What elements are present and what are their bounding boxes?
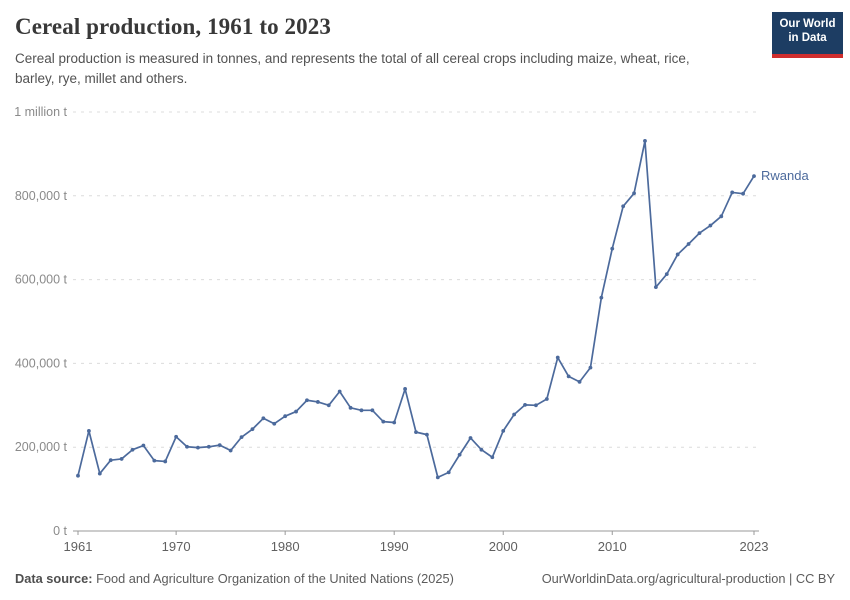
data-point — [228, 448, 233, 453]
data-source-label: Data source: — [15, 571, 93, 586]
data-point — [239, 435, 244, 440]
data-point — [719, 214, 724, 219]
x-axis-tick-label: 2000 — [489, 539, 518, 554]
data-point — [697, 231, 702, 235]
data-point — [534, 403, 538, 408]
owid-logo-line1: Our World — [779, 18, 836, 30]
data-point — [305, 398, 309, 403]
data-point — [272, 421, 277, 426]
data-point — [741, 191, 745, 196]
data-point — [141, 443, 146, 448]
data-point — [686, 242, 691, 246]
data-point — [512, 412, 517, 417]
data-point — [326, 403, 331, 408]
data-point — [523, 402, 527, 407]
data-point — [632, 191, 636, 196]
owid-logo-red-bar — [772, 54, 843, 58]
data-point — [664, 272, 669, 277]
data-point — [337, 389, 342, 394]
data-point — [675, 252, 680, 257]
data-source-text: Food and Agriculture Organization of the… — [92, 571, 454, 586]
page-title: Cereal production, 1961 to 2023 — [15, 14, 331, 39]
data-point — [446, 470, 451, 475]
data-point — [108, 458, 113, 463]
data-point — [588, 365, 593, 370]
y-axis-tick-label: 1 million t — [14, 105, 67, 119]
data-point — [414, 430, 418, 435]
data-point — [643, 139, 647, 143]
chart-header: Cereal production, 1961 to 2023 Cereal p… — [15, 14, 765, 90]
data-point — [610, 246, 615, 251]
data-point — [174, 434, 179, 439]
data-point — [97, 471, 102, 476]
data-point — [730, 190, 735, 195]
data-point — [599, 295, 604, 300]
data-source-note: Data source: Food and Agriculture Organi… — [15, 571, 454, 586]
data-point — [479, 447, 484, 452]
data-point — [566, 374, 571, 379]
x-axis-tick-label: 2023 — [740, 539, 769, 554]
data-point — [185, 444, 189, 449]
data-point — [457, 452, 462, 457]
data-point — [468, 436, 473, 440]
data-point — [708, 223, 713, 228]
data-point — [87, 428, 91, 433]
x-axis-tick-label: 1961 — [64, 539, 93, 554]
data-point — [217, 443, 222, 448]
y-axis-tick-label: 600,000 t — [15, 273, 68, 287]
data-point — [283, 414, 288, 419]
data-point — [381, 419, 386, 424]
chart-footer: Data source: Food and Agriculture Organi… — [15, 571, 835, 586]
data-point — [425, 432, 429, 437]
y-axis-tick-label: 200,000 t — [15, 440, 68, 454]
data-point — [348, 405, 353, 410]
x-axis-tick-label: 1980 — [271, 539, 300, 554]
data-point — [555, 355, 560, 360]
data-point — [76, 473, 80, 478]
data-point — [370, 408, 375, 413]
series-end-label: Rwanda — [761, 168, 809, 183]
chart-subtitle: Cereal production is measured in tonnes,… — [15, 51, 690, 87]
data-point — [621, 204, 626, 209]
data-point — [490, 455, 495, 460]
data-point — [261, 416, 266, 421]
x-axis-tick-label: 1970 — [162, 539, 191, 554]
x-axis-tick-label: 1990 — [380, 539, 409, 554]
data-point — [152, 458, 157, 463]
y-axis-tick-label: 400,000 t — [15, 356, 68, 370]
data-point — [577, 379, 582, 384]
data-point — [544, 397, 549, 401]
data-point — [752, 174, 756, 179]
data-point — [196, 445, 200, 450]
data-point — [119, 457, 124, 461]
y-axis-tick-label: 0 t — [53, 524, 67, 538]
data-point — [403, 387, 407, 391]
owid-logo[interactable]: Our World in Data — [772, 12, 843, 58]
data-point — [501, 428, 506, 433]
data-point — [435, 475, 440, 480]
data-point — [250, 427, 255, 432]
series-line — [77, 140, 755, 479]
y-axis-tick-label: 800,000 t — [15, 189, 68, 203]
data-point — [294, 409, 298, 414]
data-point — [130, 447, 135, 452]
data-point — [359, 408, 364, 413]
owid-logo-line2: in Data — [788, 32, 827, 44]
data-point — [315, 400, 320, 404]
data-point — [392, 420, 397, 425]
x-axis-tick-label: 2010 — [598, 539, 627, 554]
owid-link[interactable]: OurWorldinData.org/agricultural-producti… — [541, 571, 835, 586]
data-point — [653, 285, 658, 290]
data-point — [206, 444, 211, 449]
data-point — [163, 459, 168, 464]
